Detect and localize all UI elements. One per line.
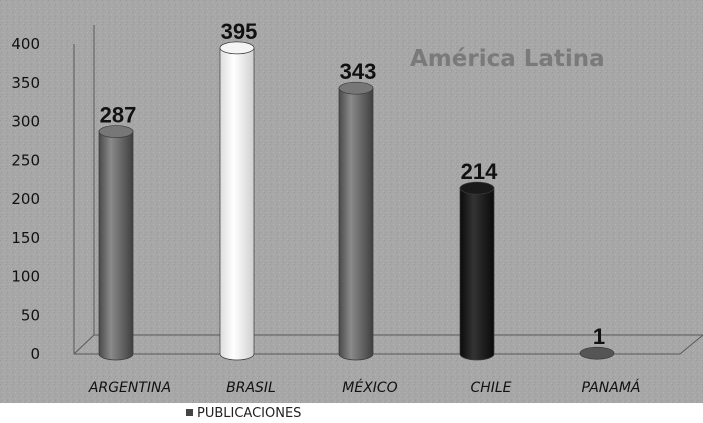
legend-label: PUBLICACIONES [197,406,301,421]
bar-body [99,132,133,360]
category-label: ARGENTINA [88,380,171,396]
category-label: PANAMÁ [581,379,640,396]
bar-chile [460,182,494,360]
bar-body [339,88,373,360]
y-tick-label: 100 [11,268,40,286]
category-label: BRASIL [226,380,276,396]
legend: PUBLICACIONES [186,406,301,421]
category-label: MÉXICO [342,379,397,396]
bar-body [460,188,494,360]
y-tick-label: 350 [11,74,40,92]
y-tick-label: 200 [11,190,40,208]
y-tick-label: 400 [11,35,40,53]
bar-body [220,48,254,360]
data-label: 395 [221,19,258,44]
y-tick-label: 250 [11,151,40,169]
y-tick-label: 150 [11,229,40,247]
bar-brasil [220,42,254,360]
data-label: 214 [461,159,498,184]
legend-swatch [186,409,193,416]
bar-méxico [339,82,373,360]
y-tick-label: 300 [11,113,40,131]
y-tick-label: 0 [30,345,40,363]
data-label: 287 [100,103,137,128]
chart-title: América Latina [410,46,605,72]
bar-argentina [99,126,133,360]
data-label: 343 [340,59,377,84]
category-label: CHILE [470,380,511,396]
y-tick-label: 50 [21,306,40,324]
data-label: 1 [593,324,605,349]
